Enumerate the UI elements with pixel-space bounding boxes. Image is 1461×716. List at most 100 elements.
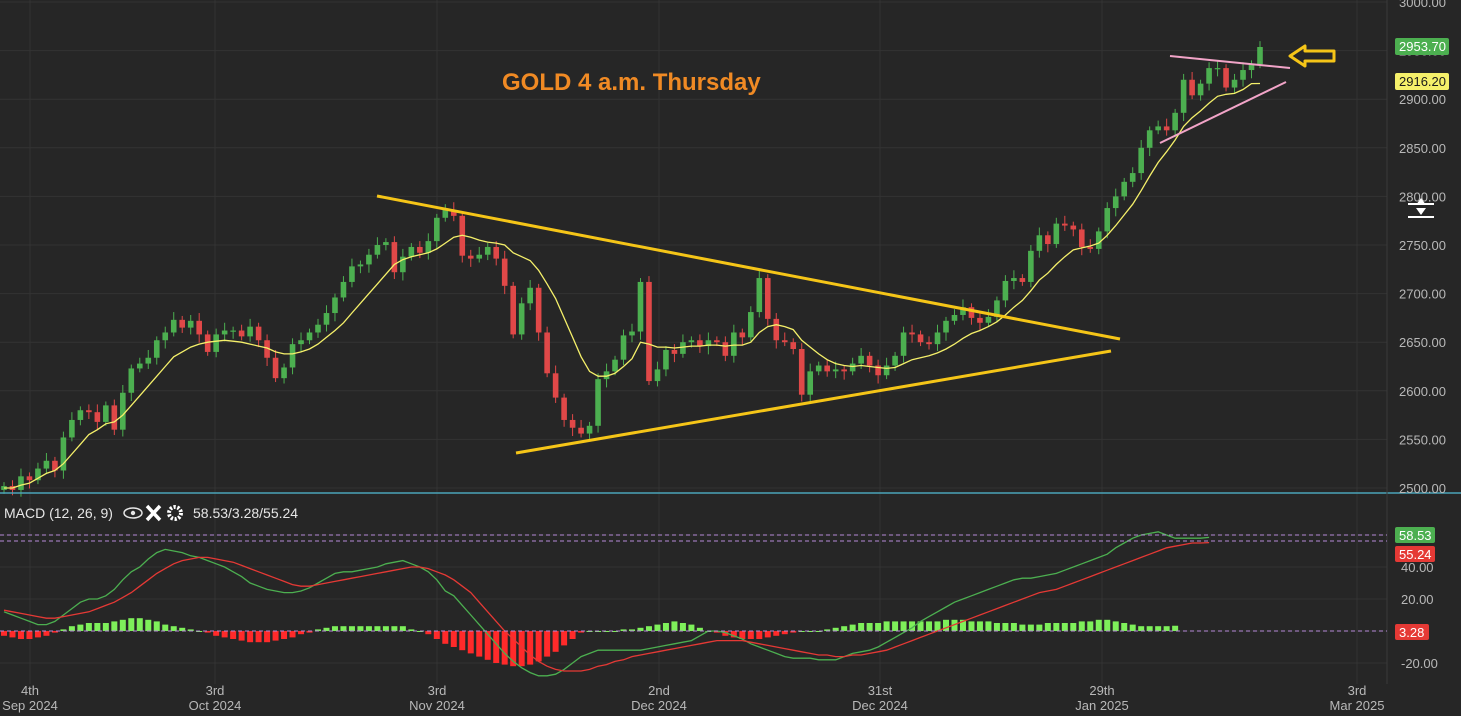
candle-body [1248, 64, 1255, 71]
candle-body [1197, 83, 1204, 96]
autoscale-icon[interactable] [1408, 198, 1434, 218]
histogram-bar [1061, 623, 1068, 631]
histogram-bar [544, 631, 551, 657]
histogram-bar [1112, 621, 1119, 631]
candle-body [493, 246, 500, 259]
histogram-bar [578, 631, 585, 633]
candle-body [518, 303, 525, 335]
date-month-label: Dec 2024 [631, 698, 687, 713]
histogram-bar [408, 629, 415, 631]
candle-body [467, 255, 474, 259]
histogram-bar [213, 631, 220, 636]
candle-body [1112, 196, 1119, 209]
candle-body [442, 210, 449, 218]
histogram-bar [510, 631, 517, 667]
histogram-bar [289, 631, 296, 638]
eye-icon[interactable] [123, 507, 143, 519]
histogram-bar [535, 631, 542, 662]
histogram-bar [569, 631, 576, 639]
candle-body [875, 365, 881, 376]
histogram-bar [264, 631, 271, 643]
date-day-label: 4th [21, 683, 39, 698]
histogram-bar [1155, 626, 1162, 631]
histogram-bar [1070, 623, 1077, 631]
histogram-bar [416, 631, 423, 632]
histogram-bar [671, 621, 678, 631]
candle-body [510, 285, 516, 335]
candle-body [858, 355, 864, 364]
date-month-label: Sep 2024 [2, 698, 58, 713]
histogram-bar [26, 631, 33, 639]
histogram-bar [331, 626, 338, 631]
candle-body [603, 371, 610, 380]
candle-body [357, 264, 364, 267]
candle-body [764, 278, 771, 319]
candle-body [1095, 231, 1102, 249]
candle-body [383, 242, 389, 245]
gear-icon[interactable] [167, 505, 183, 521]
candle-body [892, 355, 898, 366]
price-tick-label: 2500.00 [1399, 481, 1446, 496]
candlesticks [1, 41, 1263, 497]
histogram-bar [866, 623, 873, 631]
histogram-bar [620, 629, 627, 631]
histogram-bar [900, 621, 907, 631]
histogram-bar [442, 631, 449, 644]
candle-body [951, 314, 958, 321]
candle-body [264, 340, 270, 358]
date-month-label: Oct 2024 [189, 698, 242, 713]
histogram-bar [85, 623, 92, 631]
candle-body [620, 335, 627, 360]
candle-body [909, 332, 915, 335]
histogram-bar [298, 631, 305, 635]
date-day-label: 29th [1089, 683, 1114, 698]
candle-body [646, 281, 652, 382]
macd-value-text: 58.53 [1399, 528, 1432, 543]
candle-body [60, 437, 67, 471]
candle-body [35, 468, 41, 481]
candle-body [298, 340, 304, 345]
close-icon[interactable] [145, 504, 162, 522]
candle-body [1146, 130, 1153, 148]
candle-body [527, 287, 533, 304]
histogram-bar [1002, 623, 1009, 631]
histogram-bar [51, 631, 58, 633]
candle-body [417, 246, 423, 253]
candle-body [501, 258, 508, 286]
price-tick-label: 2850.00 [1399, 141, 1446, 156]
histogram-bar [94, 623, 101, 631]
histogram-bar [527, 631, 534, 665]
histogram-bar [637, 627, 644, 631]
candle-body [450, 210, 457, 216]
histogram-bar [476, 631, 483, 657]
histogram-bar [170, 626, 177, 631]
candle-body [1155, 126, 1161, 131]
histogram-bar [722, 631, 729, 636]
candle-body [1053, 223, 1060, 245]
histogram-bar [1172, 625, 1179, 631]
candle-body [781, 340, 788, 343]
macd-tick-label: 40.00 [1401, 560, 1434, 575]
histogram-bar [1053, 623, 1060, 631]
candle-body [900, 332, 907, 356]
candle-body [824, 365, 830, 372]
histogram-bar [629, 629, 635, 631]
candle-body [408, 246, 415, 257]
histogram-bar [1121, 623, 1128, 631]
histogram-bar [391, 626, 398, 631]
histogram-bar [679, 623, 686, 631]
candle-body [697, 340, 703, 347]
macd-values: 58.53/3.28/55.24 [193, 505, 298, 521]
candle-body [247, 326, 253, 337]
histogram-bar [926, 621, 933, 631]
candle-body [680, 342, 686, 354]
candle-body [849, 363, 856, 372]
histogram-bar [357, 626, 364, 631]
candle-body [238, 330, 245, 337]
candle-body [86, 410, 92, 413]
candle-body [773, 318, 780, 341]
candle-body [26, 476, 33, 481]
candle-body [1036, 235, 1043, 251]
histogram-bar [365, 626, 372, 631]
candle-body [1231, 79, 1238, 88]
